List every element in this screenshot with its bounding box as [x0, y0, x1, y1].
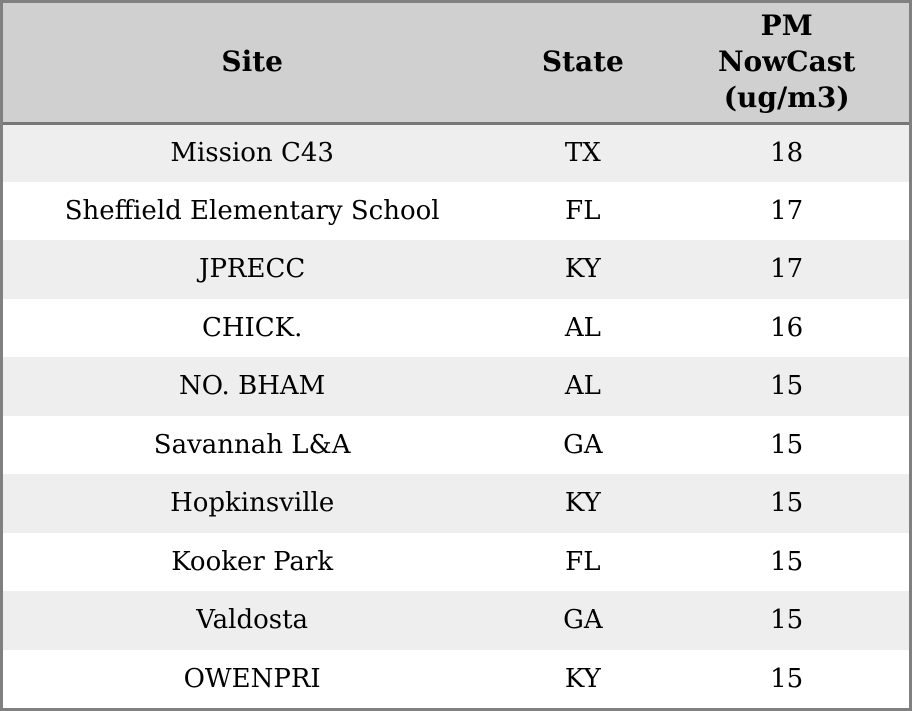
site-cell: Sheffield Elementary School — [3, 181, 502, 240]
site-cell: JPRECC — [3, 240, 502, 299]
pm-nowcast-cell: 17 — [664, 240, 909, 299]
state-cell: KY — [501, 649, 665, 708]
site-cell: NO. BHAM — [3, 357, 502, 416]
pm-nowcast-cell: 18 — [664, 123, 909, 182]
state-cell: AL — [501, 357, 665, 416]
column-header-site: Site — [3, 3, 502, 125]
table-row: CHICK. AL 16 — [3, 298, 909, 357]
table-row: Savannah L&A GA 15 — [3, 415, 909, 474]
state-cell: AL — [501, 298, 665, 357]
table-body: Mission C43 TX 18 Sheffield Elementary Scho… — [3, 123, 909, 708]
table-row: OWENPRI KY 15 — [3, 649, 909, 708]
state-cell: GA — [501, 591, 665, 650]
state-cell: KY — [501, 240, 665, 299]
header-row: Site State PM NowCast (ug/m3) — [3, 3, 909, 125]
table-row: NO. BHAM AL 15 — [3, 357, 909, 416]
site-cell: CHICK. — [3, 298, 502, 357]
table-row: Sheffield Elementary School FL 17 — [3, 181, 909, 240]
state-cell: FL — [501, 532, 665, 591]
pm-nowcast-cell: 15 — [664, 357, 909, 416]
pm-nowcast-cell: 17 — [664, 181, 909, 240]
site-cell: Savannah L&A — [3, 415, 502, 474]
pm-nowcast-cell: 15 — [664, 415, 909, 474]
state-cell: GA — [501, 415, 665, 474]
table-row: Valdosta GA 15 — [3, 591, 909, 650]
pm-nowcast-cell: 15 — [664, 474, 909, 533]
state-cell: FL — [501, 181, 665, 240]
column-header-pm-nowcast: PM NowCast (ug/m3) — [664, 3, 909, 125]
table-row: Kooker Park FL 15 — [3, 532, 909, 591]
table-row: Hopkinsville KY 15 — [3, 474, 909, 533]
site-cell: Kooker Park — [3, 532, 502, 591]
site-cell: OWENPRI — [3, 649, 502, 708]
state-cell: TX — [501, 123, 665, 182]
pm-nowcast-cell: 15 — [664, 532, 909, 591]
pm-nowcast-cell: 15 — [664, 591, 909, 650]
site-cell: Mission C43 — [3, 123, 502, 182]
site-cell: Hopkinsville — [3, 474, 502, 533]
site-cell: Valdosta — [3, 591, 502, 650]
pm-nowcast-table: Site State PM NowCast (ug/m3) Mission C4… — [3, 3, 909, 708]
pm-nowcast-cell: 16 — [664, 298, 909, 357]
state-cell: KY — [501, 474, 665, 533]
column-header-state: State — [501, 3, 665, 125]
pm-nowcast-cell: 15 — [664, 649, 909, 708]
table-row: Mission C43 TX 18 — [3, 123, 909, 182]
table-row: JPRECC KY 17 — [3, 240, 909, 299]
